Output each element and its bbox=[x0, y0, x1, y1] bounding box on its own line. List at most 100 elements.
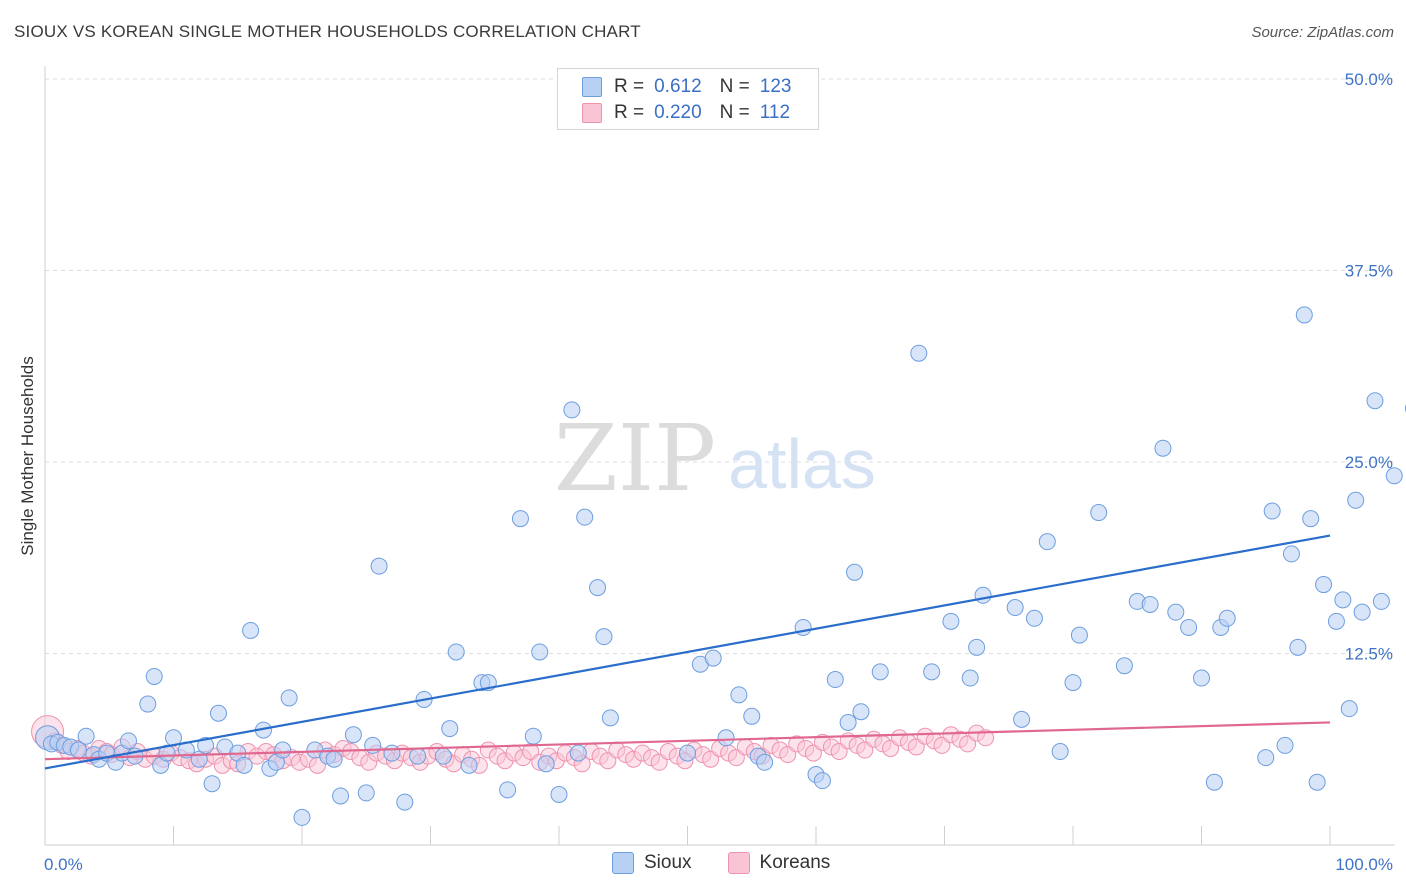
sioux-point bbox=[550, 785, 568, 803]
legend-row-sioux: R = 0.612 N = 123 bbox=[582, 75, 791, 99]
sioux-point bbox=[531, 643, 549, 661]
sioux-point bbox=[1295, 306, 1313, 324]
sioux-point bbox=[1334, 591, 1352, 609]
sioux-swatch bbox=[582, 77, 602, 97]
sioux-point bbox=[537, 755, 555, 773]
sioux-point bbox=[197, 736, 215, 754]
legend-item-sioux[interactable]: Sioux bbox=[612, 852, 692, 874]
sioux-point bbox=[383, 744, 401, 762]
sioux-point bbox=[1167, 603, 1185, 621]
sioux-points bbox=[35, 306, 1406, 826]
sioux-point bbox=[1051, 743, 1069, 761]
sioux-point bbox=[524, 727, 542, 745]
sioux-point bbox=[974, 586, 992, 604]
sioux-point bbox=[145, 667, 163, 685]
sioux-point bbox=[1327, 612, 1345, 630]
r-label: R = bbox=[614, 102, 645, 123]
r-label: R = bbox=[614, 76, 645, 97]
sioux-point bbox=[871, 663, 889, 681]
stats-legend: R = 0.612 N = 123 R = 0.220 N = 112 bbox=[557, 68, 819, 130]
gridlines bbox=[45, 78, 1395, 654]
koreans-r-value: 0.220 bbox=[654, 102, 702, 123]
sioux-point bbox=[1038, 533, 1056, 551]
sioux-point bbox=[601, 709, 619, 727]
y-tick-label: 25.0% bbox=[1345, 453, 1393, 472]
sioux-point bbox=[910, 344, 928, 362]
sioux-point bbox=[158, 744, 176, 762]
sioux-point bbox=[1090, 504, 1108, 522]
legend-item-koreans[interactable]: Koreans bbox=[727, 852, 831, 874]
n-label: N = bbox=[719, 102, 750, 123]
sioux-point bbox=[499, 781, 517, 799]
legend-row-koreans: R = 0.220 N = 112 bbox=[582, 101, 790, 125]
series-legend: Sioux Koreans bbox=[612, 852, 866, 874]
chart-title: SIOUX VS KOREAN SINGLE MOTHER HOUSEHOLDS… bbox=[14, 22, 641, 41]
sioux-point bbox=[1115, 657, 1133, 675]
sioux-point bbox=[1205, 773, 1223, 791]
sioux-point bbox=[1308, 773, 1326, 791]
sioux-point bbox=[274, 741, 292, 759]
sioux-point bbox=[1193, 669, 1210, 687]
sioux-point bbox=[1372, 592, 1390, 610]
sioux-point bbox=[120, 732, 138, 750]
sioux-point bbox=[280, 689, 298, 707]
source-credit: Source: ZipAtlas.com bbox=[1251, 24, 1394, 41]
sioux-point bbox=[942, 612, 960, 630]
sioux-point bbox=[344, 726, 362, 744]
sioux-point bbox=[852, 703, 870, 721]
sioux-point bbox=[589, 579, 607, 597]
koreans-n-value: 112 bbox=[759, 102, 791, 123]
sioux-point bbox=[839, 713, 857, 731]
sioux-point bbox=[1141, 595, 1159, 613]
sioux-n-value: 123 bbox=[759, 76, 792, 97]
sioux-point bbox=[441, 720, 459, 738]
sioux-point bbox=[1366, 392, 1384, 410]
sioux-point bbox=[332, 787, 350, 805]
sioux-point bbox=[679, 744, 696, 762]
sioux-point bbox=[325, 750, 343, 768]
koreans-point bbox=[977, 729, 995, 747]
tick-labels: 12.5% 25.0% 37.5% 50.0% 0.0% 100.0% bbox=[44, 70, 1393, 874]
watermark-zip: ZIP bbox=[554, 405, 716, 512]
trend-lines bbox=[44, 534, 1331, 770]
sioux-point bbox=[1276, 736, 1294, 754]
sioux-point bbox=[826, 671, 844, 689]
n-label: N = bbox=[719, 76, 750, 97]
sioux-point bbox=[1257, 749, 1275, 767]
koreans-swatch bbox=[727, 852, 750, 874]
sioux-point bbox=[743, 707, 761, 725]
sioux-point bbox=[704, 649, 722, 667]
sioux-r-value: 0.612 bbox=[654, 76, 702, 97]
sioux-point bbox=[1282, 545, 1300, 563]
sioux-point bbox=[1340, 700, 1358, 718]
x-tick-label: 0.0% bbox=[44, 855, 83, 874]
koreans-swatch bbox=[582, 103, 602, 123]
sioux-point bbox=[813, 772, 831, 790]
sioux-point bbox=[209, 704, 227, 722]
y-tick-label: 12.5% bbox=[1345, 645, 1393, 664]
sioux-point bbox=[1180, 618, 1198, 636]
sioux-point bbox=[396, 793, 414, 811]
sioux-point bbox=[511, 510, 529, 528]
sioux-point bbox=[923, 663, 941, 681]
sioux-point bbox=[846, 563, 864, 581]
y-tick-label: 37.5% bbox=[1345, 262, 1393, 281]
sioux-point bbox=[1289, 638, 1307, 656]
sioux-point bbox=[1013, 710, 1031, 728]
x-tick-label: 100.0% bbox=[1335, 855, 1393, 874]
sioux-point bbox=[756, 753, 774, 771]
sioux-point bbox=[569, 744, 587, 762]
legend-label-koreans: Koreans bbox=[759, 852, 831, 873]
axes bbox=[44, 66, 1395, 846]
sioux-point bbox=[1154, 439, 1172, 457]
sioux-point bbox=[1025, 609, 1043, 627]
sioux-point bbox=[1064, 674, 1082, 692]
sioux-point bbox=[235, 756, 253, 774]
sioux-point bbox=[242, 622, 260, 640]
sioux-point bbox=[595, 628, 613, 646]
legend-label-sioux: Sioux bbox=[644, 852, 692, 873]
sioux-point bbox=[1302, 510, 1320, 528]
sioux-trend-line bbox=[44, 534, 1331, 770]
sioux-point bbox=[968, 638, 986, 656]
